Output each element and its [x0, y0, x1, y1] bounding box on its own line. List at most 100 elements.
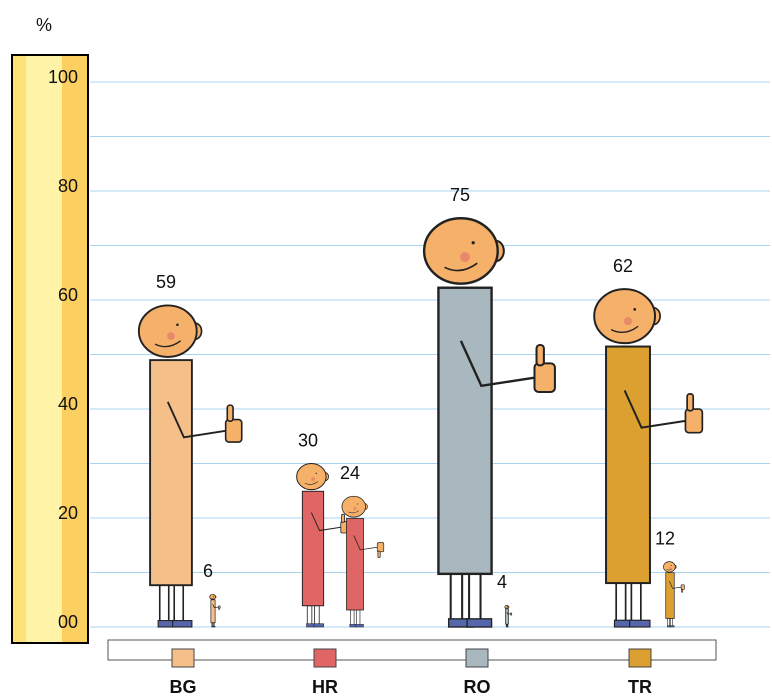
body [301, 490, 325, 607]
arm [353, 535, 378, 551]
thumb [377, 550, 381, 559]
figure [663, 561, 685, 628]
leg [173, 584, 185, 623]
leg [350, 609, 355, 626]
thumb [681, 588, 683, 593]
cheek [353, 507, 357, 511]
arm [623, 390, 686, 429]
legend-swatch [465, 648, 489, 668]
hand [224, 418, 243, 443]
hand [376, 542, 385, 553]
shoe [670, 625, 675, 628]
eye [633, 308, 637, 311]
legend-box [107, 639, 717, 661]
eye [176, 323, 179, 327]
leg [505, 623, 508, 627]
y-tick-label: 80 [58, 176, 78, 196]
mouth [610, 325, 639, 334]
mouth [666, 568, 673, 571]
thumb [226, 404, 234, 423]
body [505, 608, 509, 625]
arm [669, 581, 682, 589]
value-label: 62 [613, 256, 633, 276]
head [422, 217, 499, 285]
mouth [211, 597, 215, 599]
head [663, 561, 676, 573]
cheek [623, 317, 633, 326]
y-axis-label: % [36, 15, 52, 35]
body [210, 599, 216, 624]
body [605, 345, 651, 585]
y-tick-label: 40 [58, 394, 78, 414]
hand [680, 584, 685, 590]
value-label: 4 [497, 572, 507, 592]
mouth [154, 340, 182, 348]
legend-swatch [171, 648, 195, 668]
eye [506, 606, 508, 608]
shoe [355, 624, 364, 628]
cheek [669, 567, 671, 569]
axis-band-shade [12, 55, 26, 643]
value-label: 24 [340, 463, 360, 483]
axis-band-border [11, 54, 89, 644]
arm [506, 611, 511, 615]
mouth [304, 481, 319, 485]
y-tick-label: 60 [58, 285, 78, 305]
figure [504, 604, 513, 628]
x-tick-label: HR [312, 677, 338, 697]
head [137, 304, 198, 358]
value-label: 12 [655, 528, 675, 548]
cheek [212, 597, 214, 598]
arm [459, 340, 535, 388]
figure [137, 304, 243, 628]
shoe [313, 623, 324, 628]
leg [468, 572, 482, 622]
thumb [218, 607, 220, 610]
arm [166, 401, 226, 439]
eye [670, 565, 672, 567]
head [341, 495, 366, 518]
hand [684, 408, 704, 434]
legend-swatch [313, 648, 337, 668]
figure [209, 593, 221, 628]
cheek [167, 332, 175, 340]
mouth [444, 262, 478, 272]
thumb [535, 343, 545, 367]
y-tick-label: 20 [58, 503, 78, 523]
thumb [341, 513, 345, 523]
y-tick-label: 100 [48, 67, 78, 87]
shoe [172, 620, 193, 628]
value-label: 59 [156, 272, 176, 292]
body [346, 518, 364, 611]
value-label: 30 [298, 430, 318, 450]
figure [341, 495, 385, 628]
eye [357, 503, 359, 505]
arm [310, 512, 341, 532]
leg [355, 609, 361, 626]
hand [533, 362, 556, 393]
figure [296, 463, 350, 628]
eye [471, 241, 475, 245]
y-tick-label: 00 [58, 612, 78, 632]
mouth [348, 510, 360, 514]
axis-band-shade [62, 56, 87, 642]
cheek [311, 477, 315, 481]
head [296, 463, 327, 491]
thumb [686, 393, 695, 412]
x-tick-label: TR [628, 677, 652, 697]
body [437, 286, 493, 576]
x-tick-label: BG [170, 677, 197, 697]
body [149, 359, 193, 587]
arm [212, 603, 219, 609]
leg [213, 622, 215, 627]
head [209, 593, 216, 600]
value-label: 75 [450, 185, 470, 205]
leg [615, 582, 627, 623]
leg [211, 622, 214, 627]
leg [667, 618, 670, 627]
x-tick-label: RO [464, 677, 491, 697]
leg [630, 582, 642, 623]
leg [314, 605, 320, 625]
figure [422, 217, 556, 628]
